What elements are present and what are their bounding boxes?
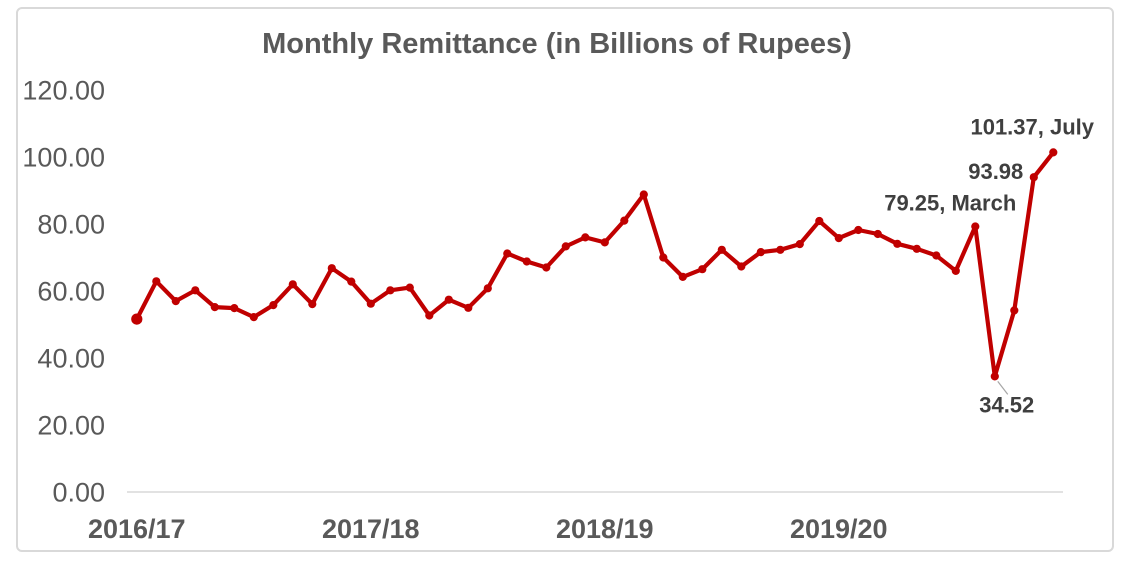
data-point bbox=[1010, 306, 1019, 315]
data-point bbox=[386, 286, 395, 295]
data-point bbox=[717, 245, 726, 254]
x-category-label: 2018/19 bbox=[556, 514, 654, 544]
data-point bbox=[912, 244, 921, 253]
x-category-label: 2019/20 bbox=[790, 514, 888, 544]
data-point bbox=[464, 303, 473, 312]
data-point bbox=[522, 257, 531, 266]
data-point bbox=[405, 283, 414, 292]
annotation-label: 79.25, March bbox=[884, 191, 1016, 216]
y-tick-label: 60.00 bbox=[37, 277, 105, 307]
y-tick-label: 0.00 bbox=[52, 478, 105, 508]
data-point bbox=[698, 265, 707, 274]
data-point bbox=[1029, 173, 1038, 182]
data-point bbox=[191, 286, 200, 295]
data-point bbox=[776, 245, 785, 254]
data-point bbox=[600, 238, 609, 247]
data-point bbox=[131, 313, 143, 325]
data-point bbox=[171, 297, 180, 306]
y-tick-label: 20.00 bbox=[37, 411, 105, 441]
chart-container bbox=[16, 7, 1114, 552]
y-axis: 0.00 20.00 40.00 60.00 80.00 100.00 120.00 bbox=[22, 76, 105, 508]
data-point bbox=[756, 248, 765, 257]
data-point bbox=[834, 234, 843, 243]
y-tick-label: 80.00 bbox=[37, 210, 105, 240]
leader-line bbox=[997, 380, 1009, 395]
annotation-label: 93.98 bbox=[968, 159, 1023, 184]
x-category-label: 2017/18 bbox=[322, 514, 420, 544]
data-point bbox=[347, 277, 356, 286]
data-point bbox=[815, 216, 824, 226]
data-point bbox=[620, 216, 629, 225]
data-point bbox=[425, 311, 434, 320]
data-point bbox=[542, 263, 551, 272]
y-tick-label: 120.00 bbox=[22, 76, 105, 106]
data-point bbox=[483, 284, 492, 293]
data-point bbox=[210, 303, 219, 312]
annotation-label: 101.37, July bbox=[970, 114, 1094, 139]
data-point bbox=[366, 299, 375, 308]
data-point bbox=[1049, 148, 1058, 157]
data-point bbox=[152, 277, 161, 286]
data-point bbox=[581, 233, 590, 242]
data-point bbox=[659, 253, 668, 262]
y-tick-label: 40.00 bbox=[37, 344, 105, 374]
series-line bbox=[134, 150, 1056, 379]
data-point bbox=[288, 280, 297, 289]
data-point bbox=[854, 225, 863, 235]
data-point bbox=[971, 222, 980, 231]
data-point bbox=[503, 249, 512, 258]
data-point bbox=[249, 313, 258, 322]
data-point bbox=[561, 242, 570, 251]
data-point bbox=[308, 300, 317, 309]
data-point bbox=[795, 240, 804, 249]
data-point bbox=[737, 262, 746, 271]
data-point bbox=[951, 266, 960, 275]
data-point bbox=[327, 264, 336, 273]
data-point bbox=[873, 229, 882, 239]
data-point bbox=[639, 190, 648, 199]
x-axis: 2016/17 2017/18 2018/19 2019/20 bbox=[88, 514, 888, 544]
data-point bbox=[893, 239, 902, 248]
remittance-series bbox=[131, 148, 1058, 381]
annotation-label: 34.52 bbox=[979, 392, 1034, 417]
data-point bbox=[230, 304, 239, 313]
annotations: 79.25, March 34.52 93.98 101.37, July bbox=[884, 114, 1095, 417]
chart-title: Monthly Remittance (in Billions of Rupee… bbox=[262, 28, 852, 60]
data-point bbox=[678, 272, 687, 281]
data-point bbox=[932, 251, 941, 260]
data-point bbox=[269, 301, 278, 310]
data-point bbox=[444, 295, 453, 304]
data-point bbox=[990, 372, 999, 381]
x-category-label: 2016/17 bbox=[88, 514, 186, 544]
y-tick-label: 100.00 bbox=[22, 143, 105, 173]
